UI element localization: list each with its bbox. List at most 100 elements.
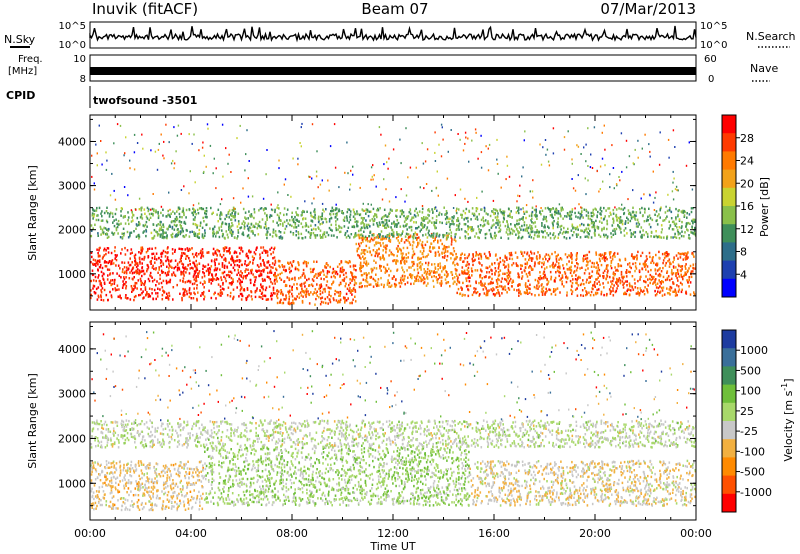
scatter-cell	[633, 278, 636, 281]
scatter-cell	[264, 222, 267, 226]
scatter-cell	[438, 254, 440, 257]
scatter-cell	[446, 221, 448, 224]
scatter-cell	[479, 293, 481, 296]
scatter-cell	[294, 267, 297, 271]
scatter-cell	[354, 295, 356, 298]
scatter-cell	[420, 221, 423, 225]
scatter-cell	[97, 286, 100, 289]
scatter-cell	[603, 233, 605, 236]
scatter-cell	[625, 292, 628, 296]
scatter-cell	[553, 219, 555, 223]
scatter-cell	[465, 230, 468, 234]
scatter-cell	[191, 211, 193, 215]
scatter-cell	[177, 233, 179, 237]
scatter-cell	[549, 265, 551, 268]
scatter-cell	[544, 273, 546, 277]
scatter-cell	[659, 285, 661, 288]
scatter-cell	[167, 298, 170, 301]
scatter-cell	[616, 268, 618, 272]
scatter-cell	[431, 263, 433, 266]
scatter-cell	[197, 275, 199, 278]
scatter-cell	[254, 225, 256, 229]
scatter-cell	[328, 270, 331, 274]
scatter-cell	[619, 219, 622, 222]
scatter-cell	[303, 260, 306, 263]
scatter-cell	[267, 271, 269, 275]
scatter-cell	[497, 289, 499, 292]
scatter-cell	[647, 270, 650, 273]
scatter-cell	[654, 213, 656, 216]
scatter-cell	[442, 247, 444, 251]
sparse-echo	[338, 186, 340, 189]
scatter-cell	[125, 294, 127, 297]
scatter-cell	[390, 226, 392, 229]
scatter-cell	[689, 281, 692, 284]
scatter-cell	[559, 212, 561, 215]
scatter-cell	[675, 216, 677, 219]
scatter-cell	[377, 207, 379, 211]
scatter-cell	[205, 213, 208, 216]
scatter-cell	[675, 274, 677, 278]
scatter-cell	[612, 212, 615, 215]
scatter-cell	[503, 260, 506, 263]
scatter-cell	[421, 246, 424, 249]
scatter-cell	[615, 227, 618, 231]
scatter-cell	[679, 256, 682, 259]
scatter-cell	[217, 292, 219, 296]
scatter-cell	[259, 289, 261, 292]
scatter-cell	[168, 291, 170, 295]
scatter-cell	[272, 220, 274, 223]
scatter-cell	[117, 232, 119, 235]
scatter-cell	[429, 273, 431, 276]
scatter-cell	[416, 274, 419, 277]
scatter-cell	[261, 218, 264, 221]
scatter-cell	[152, 297, 154, 300]
scatter-cell	[546, 289, 548, 293]
scatter-cell	[160, 228, 162, 231]
scatter-cell	[674, 294, 677, 297]
scatter-cell	[317, 215, 320, 218]
scatter-cell	[354, 213, 356, 216]
scatter-cell	[517, 264, 519, 268]
scatter-cell	[186, 268, 188, 271]
scatter-cell	[621, 222, 624, 226]
scatter-cell	[634, 282, 636, 285]
scatter-cell	[245, 253, 247, 257]
scatter-cell	[690, 207, 693, 210]
scatter-cell	[460, 228, 463, 231]
scatter-cell	[524, 283, 527, 287]
scatter-cell	[168, 225, 170, 228]
scatter-cell	[174, 217, 177, 221]
scatter-cell	[469, 236, 472, 239]
scatter-cell	[167, 259, 170, 262]
scatter-cell	[643, 293, 646, 296]
scatter-cell	[680, 265, 682, 268]
scatter-cell	[606, 266, 608, 269]
scatter-cell	[608, 207, 611, 210]
scatter-cell	[297, 268, 300, 272]
scatter-cell	[424, 233, 427, 236]
scatter-cell	[605, 209, 607, 212]
scatter-cell	[524, 258, 527, 261]
scatter-cell	[351, 274, 353, 277]
scatter-cell	[126, 230, 129, 234]
scatter-cell	[386, 244, 388, 247]
scatter-cell	[629, 265, 631, 268]
scatter-cell	[333, 274, 335, 278]
scatter-cell	[507, 207, 510, 210]
scatter-cell	[360, 236, 363, 240]
scatter-cell	[622, 208, 624, 211]
scatter-cell	[214, 291, 216, 294]
scatter-cell	[333, 208, 335, 212]
scatter-cell	[549, 232, 552, 235]
scatter-cell	[419, 261, 422, 264]
scatter-cell	[188, 257, 190, 260]
scatter-cell	[224, 217, 226, 221]
scatter-cell	[553, 266, 555, 269]
scatter-cell	[497, 274, 500, 277]
scatter-cell	[662, 219, 664, 222]
scatter-cell	[425, 217, 427, 220]
scatter-cell	[433, 275, 435, 278]
scatter-cell	[423, 271, 426, 274]
scatter-cell	[345, 271, 347, 275]
